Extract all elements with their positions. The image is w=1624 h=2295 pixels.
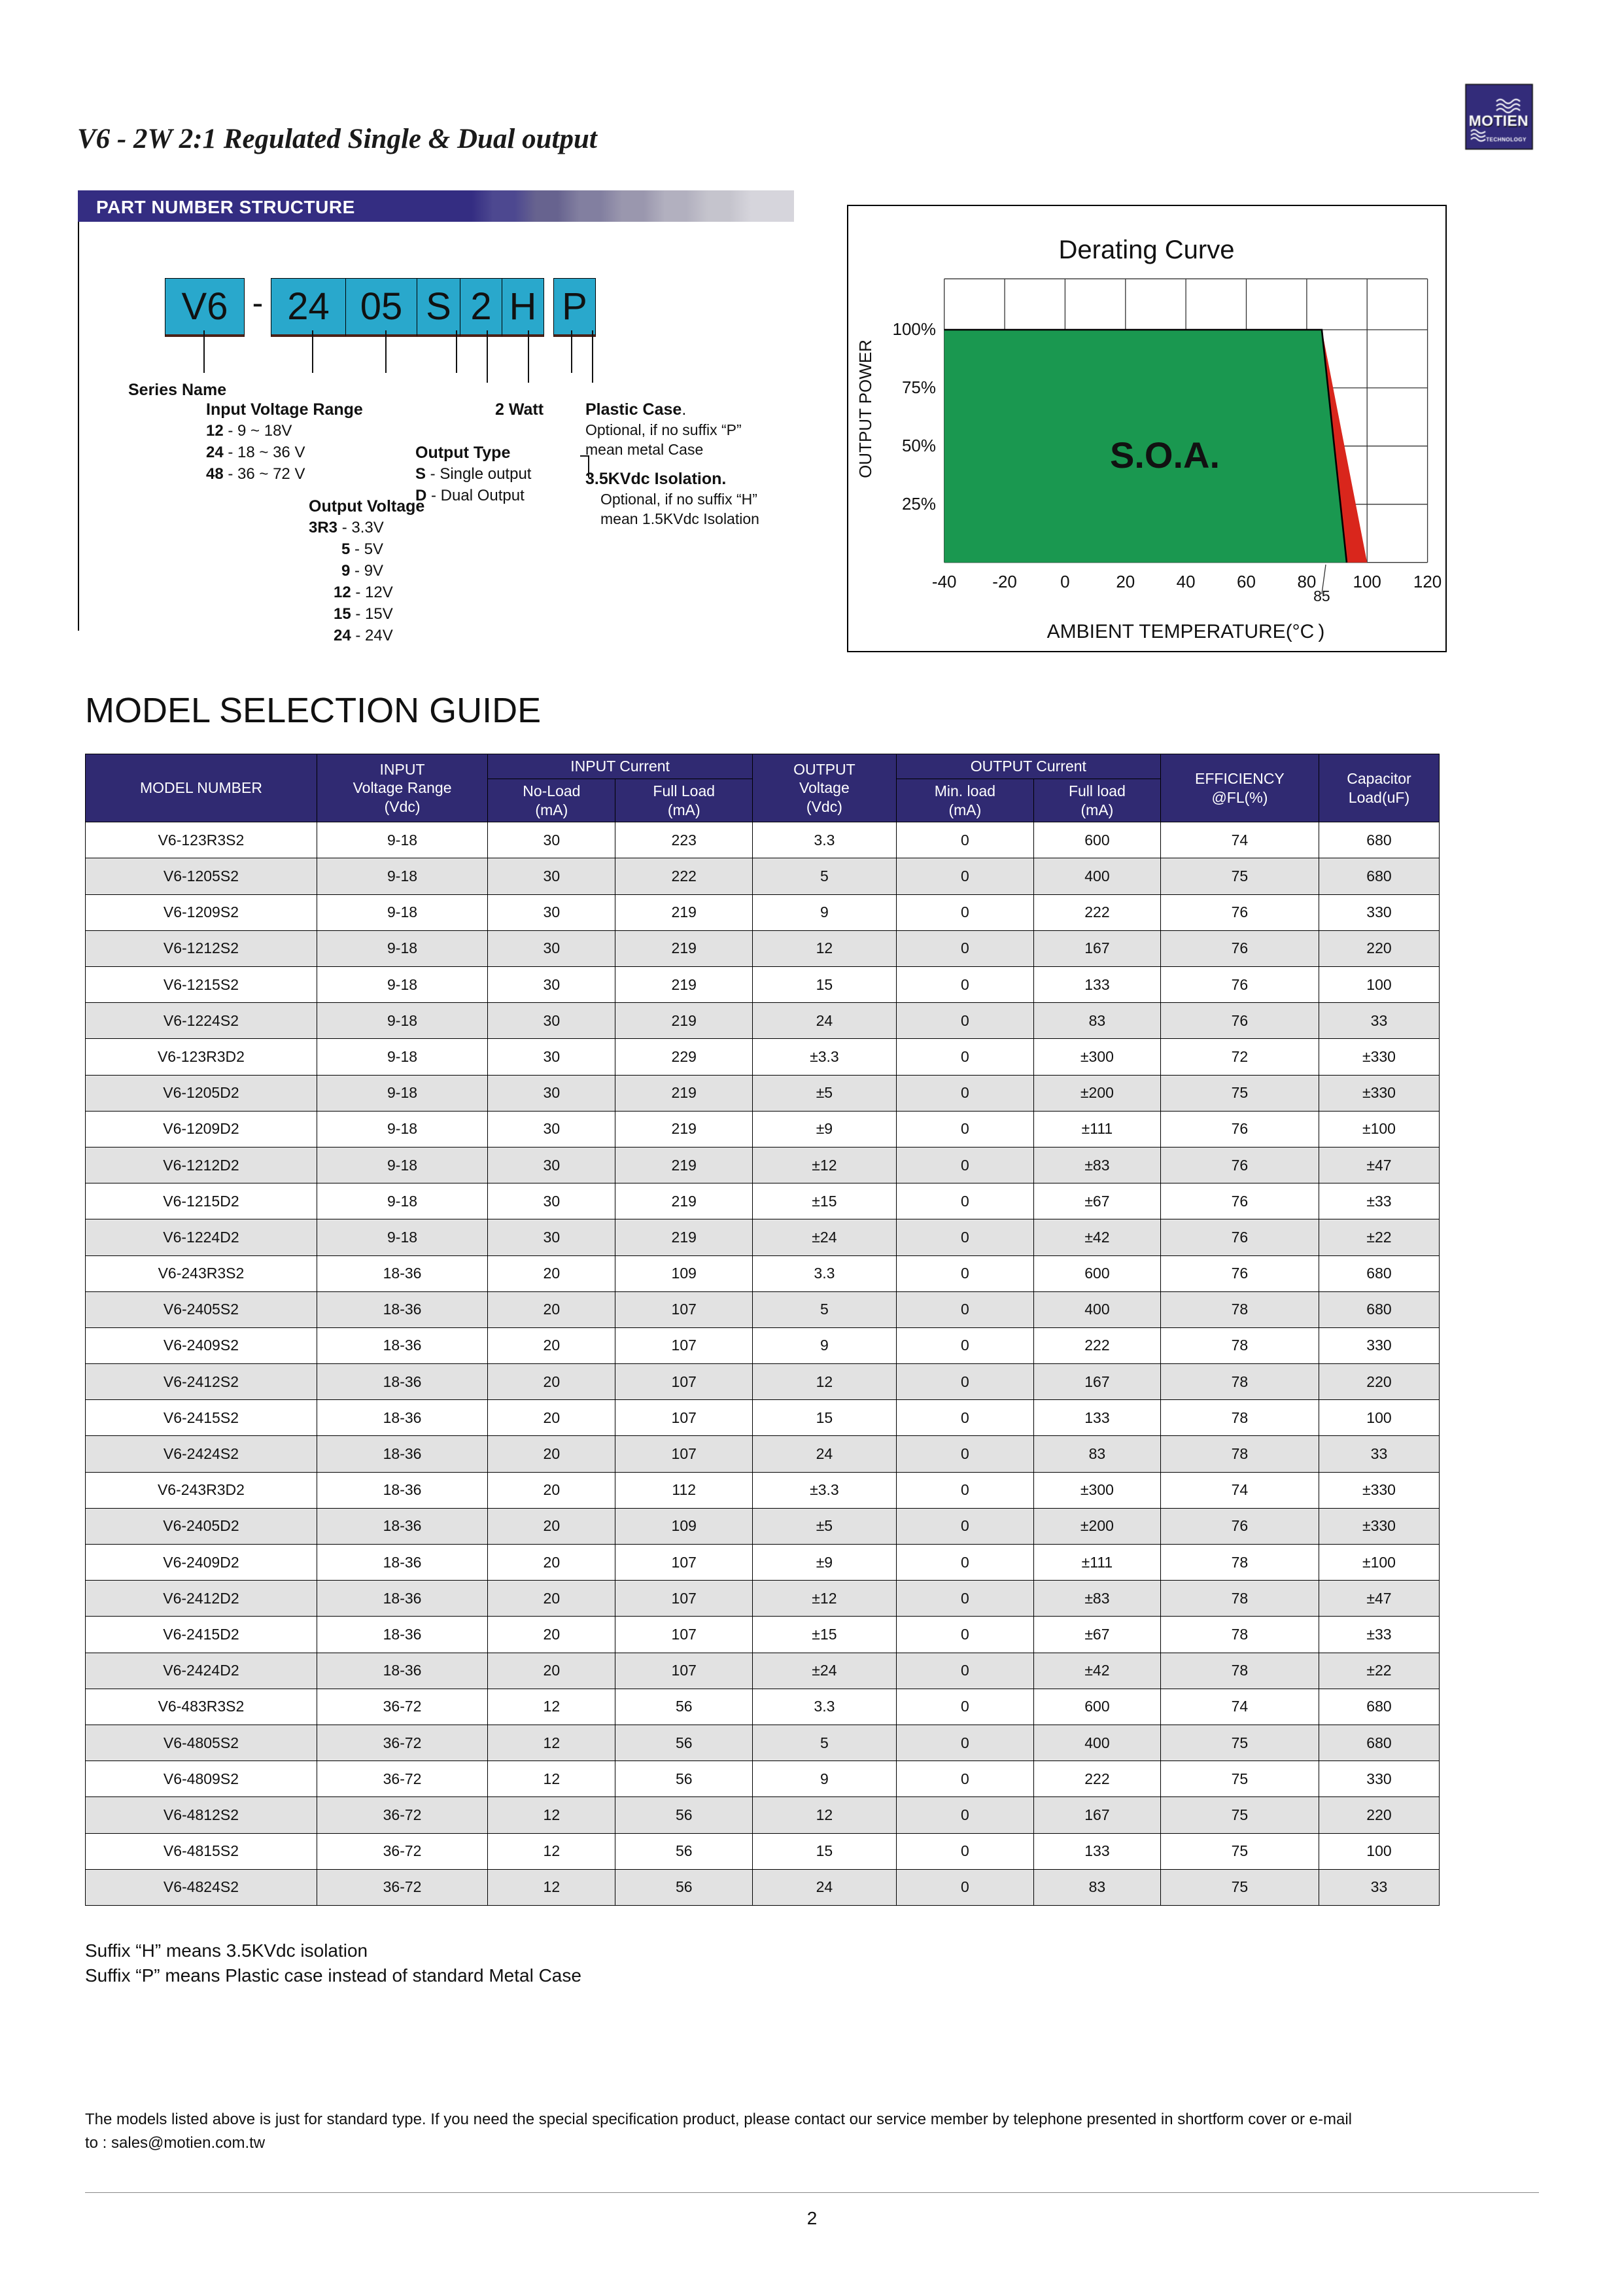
svg-text:AMBIENT TEMPERATURE(°C ): AMBIENT TEMPERATURE(°C ) <box>1047 621 1325 642</box>
svg-text:-40: -40 <box>932 572 957 591</box>
svg-text:Derating Curve: Derating Curve <box>1058 236 1234 264</box>
svg-text:S.O.A.: S.O.A. <box>1110 434 1220 476</box>
svg-text:20: 20 <box>1116 572 1135 591</box>
svg-text:100: 100 <box>1353 572 1381 591</box>
svg-text:85: 85 <box>1313 587 1330 604</box>
svg-text:0: 0 <box>1060 572 1069 591</box>
svg-text:40: 40 <box>1177 572 1196 591</box>
svg-text:OUTPUT POWER: OUTPUT POWER <box>855 340 875 478</box>
svg-text:100%: 100% <box>893 319 937 339</box>
svg-text:25%: 25% <box>902 494 936 514</box>
svg-text:60: 60 <box>1237 572 1256 591</box>
svg-text:50%: 50% <box>902 436 936 455</box>
svg-text:75%: 75% <box>902 377 936 397</box>
svg-text:-20: -20 <box>992 572 1017 591</box>
svg-text:120: 120 <box>1413 572 1442 591</box>
